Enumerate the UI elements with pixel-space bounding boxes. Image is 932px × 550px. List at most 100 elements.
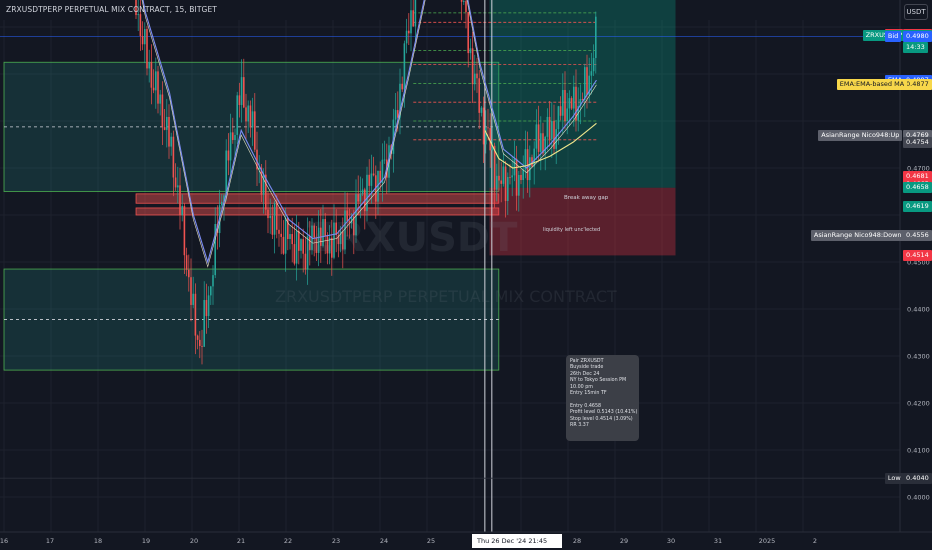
x-tick-label: 31: [714, 537, 722, 545]
candle-body: [322, 219, 324, 246]
candle-body: [247, 105, 249, 122]
ema-line: [142, 0, 597, 264]
price-tag-label: AsianRange Nico948:Down: [810, 230, 905, 242]
trade-note-line: RR 3.37: [570, 423, 589, 429]
candle-body: [339, 231, 342, 245]
x-tick-label: 18: [94, 537, 102, 545]
trade-note-line: 26th Dec 24: [570, 371, 600, 377]
candle-body: [397, 110, 399, 118]
candle-body: [559, 106, 562, 116]
candle-body: [238, 95, 241, 106]
candle-body: [289, 234, 291, 240]
price-tag-label: EMA:EMA-based MA: [836, 79, 908, 91]
candle-body: [518, 174, 520, 196]
candle-body: [502, 166, 505, 184]
zone-rect: [135, 207, 500, 216]
symbol-header: ZRXUSDTPERP PERPETUAL MIX CONTRACT, 15, …: [6, 5, 217, 14]
currency-button[interactable]: USDT: [904, 4, 928, 20]
x-tick-label: 19: [142, 537, 150, 545]
trade-note-line: Stop level 0.4514 (3.09%): [570, 416, 633, 422]
candle-body: [489, 128, 491, 151]
candle-body: [480, 107, 483, 113]
candle-body: [331, 237, 333, 258]
candle-body: [181, 206, 183, 216]
candle-body: [190, 277, 192, 305]
candle-body: [148, 61, 150, 69]
candle-body: [267, 209, 269, 219]
candle-body: [392, 119, 395, 154]
candle-body: [361, 189, 364, 194]
candle-body: [273, 202, 276, 235]
candle-body: [342, 231, 344, 250]
candle-body: [192, 293, 194, 305]
candle-body: [469, 48, 472, 54]
trade-note-line: Entry 15min TF: [570, 391, 607, 397]
candle-body: [557, 106, 560, 130]
candle-body: [553, 120, 555, 149]
candle-body: [399, 83, 401, 118]
candle-body: [201, 345, 203, 347]
candle-body: [584, 67, 586, 101]
candle-body: [135, 0, 137, 16]
candle-body: [254, 111, 256, 150]
candle-body: [535, 124, 538, 149]
candle-body: [210, 286, 212, 296]
trade-note-line: Profit level 0.5143 (10.41%): [570, 410, 638, 416]
x-tick-label: 29: [620, 537, 628, 545]
crosshair-date-label: Thu 26 Dec '24 21:45: [476, 537, 547, 545]
price-tag-label: AsianRange Nico948:Up: [818, 130, 903, 142]
candle-body: [172, 136, 175, 178]
candle-body: [333, 222, 335, 258]
price-axis-bg: [900, 0, 932, 550]
candle-body: [463, 1, 465, 2]
candle-body: [302, 239, 304, 254]
candle-body: [245, 107, 247, 122]
price-tag-value: 0.4040: [903, 472, 932, 484]
candle-body: [357, 194, 359, 202]
candle-body: [216, 223, 219, 234]
watermark-ticker: ZRXUSDT: [305, 215, 518, 261]
candle-body: [562, 90, 564, 116]
candle-body: [405, 30, 408, 44]
candle-body: [370, 173, 373, 186]
candle-body: [592, 57, 595, 72]
candle-body: [335, 222, 337, 236]
candle-body: [575, 86, 577, 121]
candle-body: [467, 12, 469, 54]
candle-body: [139, 14, 142, 37]
break-away-gap-label: Break away gap: [564, 195, 609, 201]
price-tag-value: 0.4681: [903, 171, 932, 183]
candle-body: [284, 217, 287, 254]
candle-body: [531, 157, 533, 167]
candle-body: [152, 87, 155, 91]
candle-body: [482, 107, 485, 145]
candle-body: [203, 300, 205, 347]
candle-body: [260, 167, 263, 195]
x-tick-label: 30: [667, 537, 675, 545]
price-tag-label: ZRXUSDT.P: [862, 29, 906, 41]
candle-body: [155, 71, 157, 91]
x-tick-label: 2025: [759, 537, 776, 545]
candle-body: [183, 206, 186, 256]
candle-body: [282, 236, 285, 254]
y-tick-label: 0.4100: [907, 447, 930, 455]
candle-body: [232, 132, 234, 141]
candle-body: [227, 150, 230, 161]
candle-body: [225, 150, 227, 196]
candle-body: [291, 234, 293, 245]
price-tag-value: 0.4514: [903, 249, 932, 261]
y-tick-label: 0.4300: [907, 353, 930, 361]
candle-body: [548, 116, 551, 140]
candle-body: [566, 108, 568, 122]
candle-body: [471, 48, 474, 85]
candle-body: [278, 229, 280, 234]
trade-note-line: NY to Tokyo Session PM: [570, 378, 627, 384]
candle-body: [223, 195, 225, 202]
candle-body: [348, 220, 351, 224]
candle-body: [586, 67, 588, 96]
candle-body: [280, 233, 282, 237]
candle-body: [388, 145, 390, 178]
candle-body: [500, 180, 502, 184]
price-tag-value: 0.4658: [903, 182, 932, 194]
